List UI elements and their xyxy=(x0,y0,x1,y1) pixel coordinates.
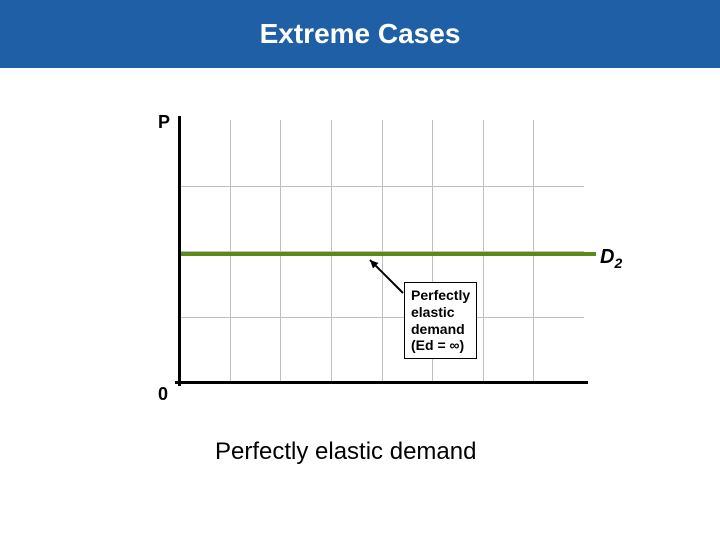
slide: Extreme Cases P 0 D2 Perfectlyelasticdem… xyxy=(0,0,720,540)
slide-caption: Perfectly elastic demand xyxy=(215,438,476,466)
